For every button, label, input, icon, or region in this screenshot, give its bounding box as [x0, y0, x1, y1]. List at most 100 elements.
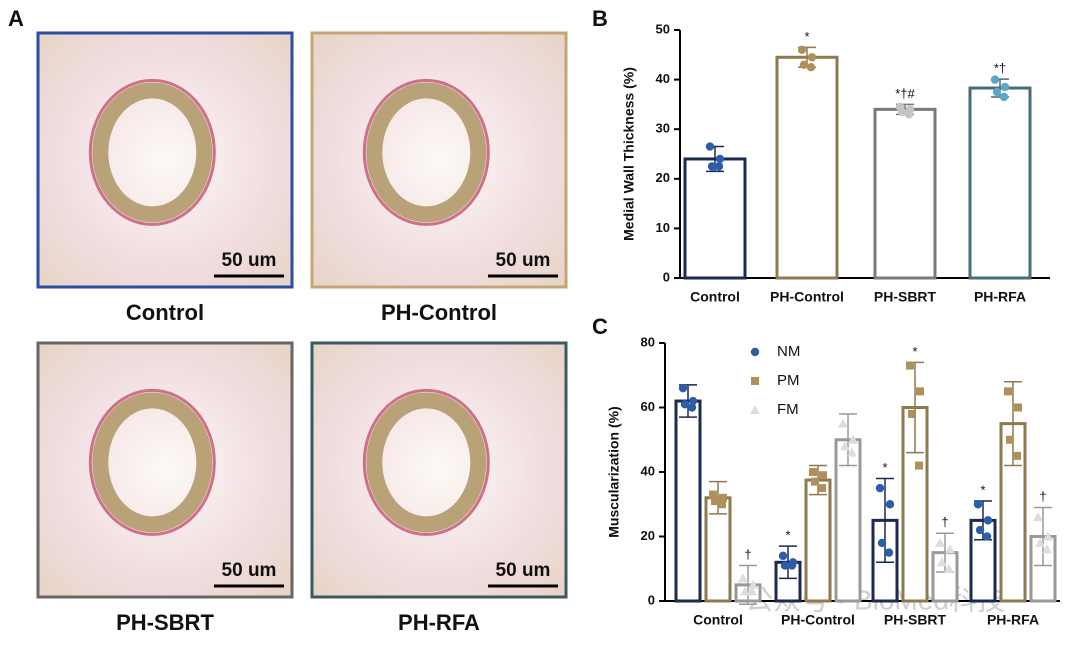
- y-tick-label: 60: [641, 399, 655, 414]
- data-point: [1006, 435, 1014, 444]
- data-point: [838, 418, 848, 428]
- vessel-wall: [92, 82, 213, 223]
- x-tick-label: Control: [693, 612, 743, 628]
- data-point: [806, 62, 816, 72]
- data-point: [908, 409, 916, 418]
- significance-label: *: [912, 344, 917, 359]
- legend-marker: [750, 347, 760, 357]
- bar: [704, 496, 732, 603]
- vessel-edge: [88, 78, 216, 226]
- y-tick-label: 80: [641, 334, 655, 349]
- data-point: [885, 500, 895, 509]
- data-point: [983, 516, 993, 525]
- data-point: [678, 383, 688, 393]
- data-point: [884, 548, 894, 557]
- data-point: [916, 387, 924, 396]
- data-point: [875, 483, 885, 493]
- data-point: [747, 586, 757, 596]
- significance-label: *†: [994, 61, 1006, 76]
- y-tick-label: 20: [656, 170, 670, 185]
- histology-image: [310, 341, 568, 599]
- data-point: [818, 484, 826, 493]
- data-point: [718, 500, 726, 509]
- vessel-edge: [88, 388, 216, 536]
- x-tick-label: PH-SBRT: [884, 612, 947, 628]
- data-point: [809, 468, 817, 476]
- image-label: PH-RFA: [398, 610, 480, 635]
- data-point: [847, 447, 857, 457]
- data-point: [748, 579, 758, 589]
- data-point: [982, 532, 992, 541]
- data-point: [797, 45, 807, 55]
- data-point: [680, 400, 690, 409]
- vessel-wall: [366, 82, 487, 223]
- data-point: [715, 154, 725, 164]
- image-label: PH-SBRT: [116, 610, 214, 635]
- data-point: [973, 500, 983, 509]
- data-point: [719, 493, 727, 502]
- data-point: [799, 60, 809, 69]
- data-point: [848, 434, 858, 444]
- data-point: [687, 403, 697, 412]
- data-point: [1000, 82, 1010, 92]
- y-axis-label: Medial Wall Thickness (%): [621, 67, 637, 241]
- legend-label: PM: [777, 372, 800, 389]
- data-point: [714, 162, 724, 171]
- scale-label: 50 um: [222, 250, 277, 271]
- vessel-edge: [362, 388, 490, 536]
- significance-label: *: [785, 528, 790, 543]
- data-point: [999, 92, 1009, 102]
- data-point: [1042, 544, 1052, 554]
- data-point: [975, 525, 985, 535]
- scale-label: 50 um: [222, 560, 277, 581]
- y-tick-label: 0: [648, 592, 655, 607]
- x-tick-label: PH-Control: [781, 612, 855, 628]
- bar: [804, 478, 832, 603]
- data-point: [877, 538, 887, 548]
- image-label: Control: [126, 300, 204, 325]
- y-tick-label: 20: [641, 528, 655, 543]
- panel-label: C: [592, 314, 608, 339]
- data-point: [787, 561, 797, 570]
- vessel-edge: [362, 78, 490, 226]
- significance-label: *: [980, 482, 985, 497]
- bar: [683, 157, 747, 280]
- histology-image: [36, 341, 294, 599]
- x-tick-label: PH-SBRT: [874, 289, 937, 305]
- data-point: [811, 477, 819, 486]
- data-point: [807, 53, 817, 62]
- histology-image: [36, 31, 294, 289]
- data-point: [738, 573, 748, 583]
- data-point: [778, 551, 788, 561]
- scale-label: 50 um: [496, 560, 551, 581]
- y-tick-label: 40: [641, 463, 655, 478]
- data-point: [937, 557, 947, 567]
- data-point: [935, 537, 945, 547]
- data-point: [1013, 451, 1021, 460]
- x-tick-label: PH-RFA: [974, 289, 1026, 305]
- data-point: [707, 162, 717, 171]
- significance-label: *†#: [895, 86, 915, 101]
- legend-marker: [750, 405, 760, 414]
- significance-label: †: [744, 547, 751, 562]
- data-point: [705, 142, 715, 151]
- bar: [968, 86, 1032, 280]
- data-point: [1043, 531, 1053, 541]
- x-tick-label: Control: [690, 289, 740, 305]
- y-tick-label: 40: [656, 71, 670, 86]
- scale-label: 50 um: [496, 250, 551, 271]
- legend-label: FM: [777, 401, 799, 418]
- bar: [674, 399, 702, 603]
- legend-marker: [751, 377, 759, 385]
- data-point: [1033, 512, 1043, 522]
- y-tick-label: 50: [656, 21, 670, 36]
- data-point: [915, 461, 923, 470]
- y-tick-label: 0: [663, 269, 670, 284]
- data-point: [688, 396, 698, 406]
- x-tick-label: PH-RFA: [987, 612, 1039, 628]
- bar: [873, 107, 937, 280]
- data-point: [711, 497, 719, 506]
- y-tick-label: 10: [656, 220, 670, 235]
- panel-label: A: [8, 6, 24, 31]
